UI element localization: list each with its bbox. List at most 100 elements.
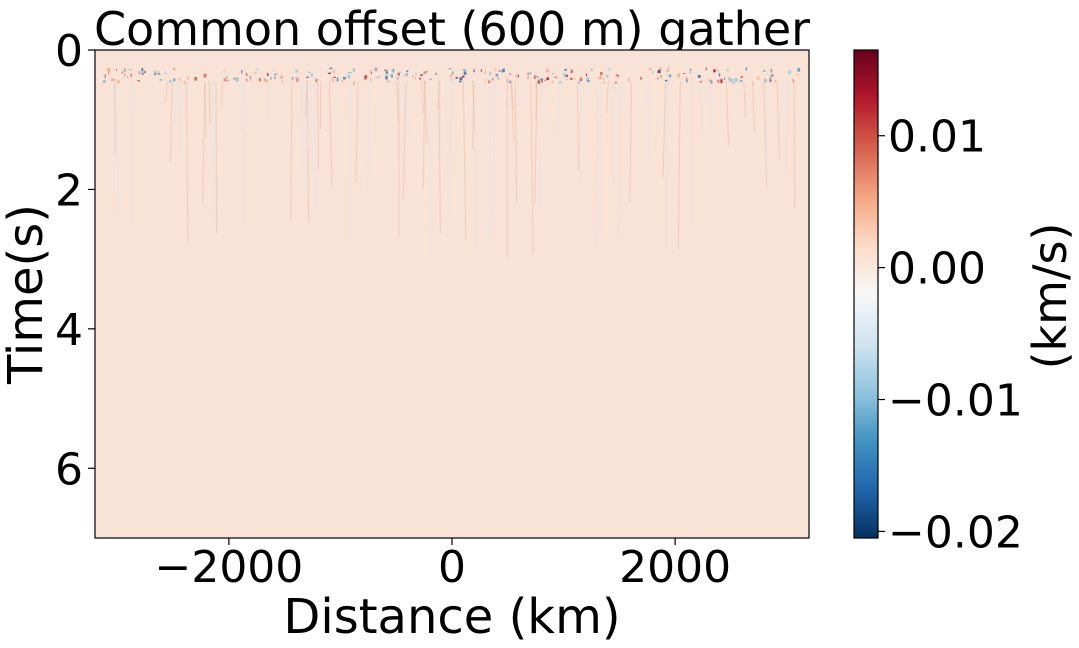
colorbar-tick-label: −0.01 [888,376,1023,427]
reflection-mark [565,78,567,80]
reflection-mark [527,75,530,80]
reflection-mark [274,76,276,80]
reflection-mark [689,68,692,71]
x-tick-label: −2000 [154,542,303,593]
reflection-mark [586,76,590,81]
trace-line [629,81,633,203]
reflection-mark [129,69,133,71]
reflection-mark [233,77,236,80]
trace-line [114,81,116,154]
reflection-mark [724,77,726,80]
reflection-mark [156,71,160,73]
reflection-mark [608,67,611,72]
y-axis-ticks: 0 2 4 6 [55,26,95,495]
reflection-mark [509,80,512,84]
reflection-mark [329,67,333,69]
trace-line [290,81,293,221]
reflection-mark [686,79,688,82]
reflection-mark [404,75,406,77]
trace-line [304,81,309,116]
trace-line [204,81,207,138]
trace-line [785,81,789,179]
reflection-mark [353,81,355,85]
reflection-mark [137,80,140,82]
trace-line [793,81,796,208]
reflection-mark [164,71,167,75]
reflection-mark [364,75,368,79]
reflection-mark [657,77,659,80]
reflection-mark [471,80,474,82]
trace-line [743,81,746,118]
reflection-mark [306,76,309,78]
reflection-mark [495,73,499,77]
reflection-mark [716,69,719,72]
reflection-mark [336,77,339,82]
reflection-mark [241,70,243,74]
reflection-mark [154,72,157,76]
reflection-mark [235,77,239,82]
trace-line [177,81,181,154]
reflection-mark [406,70,409,72]
trace-line [511,81,515,109]
reflection-mark [430,78,432,81]
reflection-mark [352,68,356,72]
trace-line [557,81,561,136]
reflection-mark [546,77,550,80]
reflection-mark [437,76,439,78]
reflection-mark [667,67,670,69]
trace-line [489,81,492,240]
reflection-mark [502,68,505,72]
trace-line [215,81,218,233]
reflection-mark [718,73,721,77]
reflection-mark [488,80,491,84]
reflection-mark [419,77,422,80]
trace-line [596,81,599,250]
reflection-mark [713,69,716,73]
reflection-mark [296,76,299,80]
reflection-mark [138,71,141,74]
colorbar-tick-label: −0.02 [888,507,1023,558]
trace-line [402,81,407,200]
reflection-mark [484,70,486,75]
trace-line [266,81,270,121]
reflection-mark [686,79,688,83]
trace-line [448,81,452,215]
reflection-mark [740,76,744,78]
trace-line [309,81,314,175]
reflection-mark [498,70,501,72]
trace-line [127,81,130,115]
reflection-mark [586,80,590,82]
reflection-mark [194,77,198,81]
reflection-mark [730,78,733,82]
reflection-mark [113,68,115,69]
reflection-mark [601,75,603,78]
colorbar-tick-label: 0.00 [888,244,986,295]
reflection-mark [506,78,509,83]
trace-line [530,81,534,255]
reflection-mark [658,69,661,73]
trace-line [304,81,307,198]
reflection-mark [718,70,720,74]
reflection-mark [385,69,389,74]
trace-line [700,81,704,141]
reflection-mark [369,70,372,73]
trace-line [534,81,538,204]
trace-line [579,81,582,184]
reflection-mark [435,72,438,76]
reflection-mark [116,69,117,71]
reflection-mark [708,78,711,82]
reflection-mark [412,75,414,78]
reflection-mark [341,80,344,82]
reflection-mark [546,69,549,73]
y-tick-label: 0 [55,26,83,77]
reflection-mark [705,67,707,71]
reflection-mark [241,69,243,71]
reflection-mark [333,76,336,78]
trace-line [115,81,120,219]
reflection-mark [141,72,145,75]
reflection-mark [640,77,642,80]
reflection-mark [130,73,133,78]
reflection-mark [249,77,252,82]
reflection-mark [255,69,259,71]
reflection-mark [462,75,465,78]
